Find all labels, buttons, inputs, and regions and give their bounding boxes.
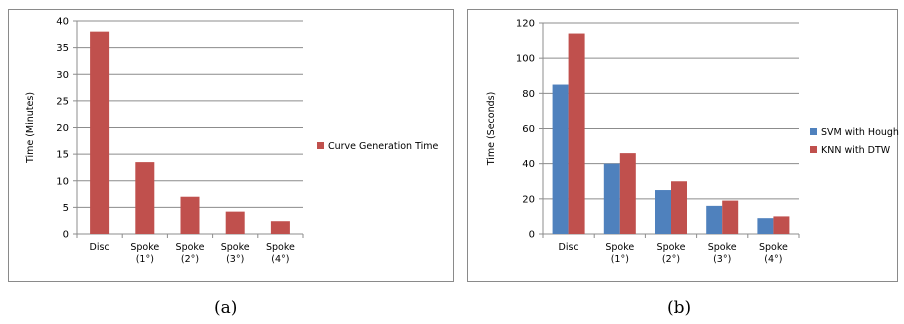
bar	[773, 216, 790, 234]
x-category-label: Disc	[559, 242, 579, 253]
y-tick-label: 0	[529, 230, 535, 241]
bar	[603, 163, 620, 234]
bar	[706, 205, 723, 234]
legend-label: KNN with DTW	[821, 145, 891, 156]
bar	[757, 218, 774, 234]
y-tick-label: 25	[56, 96, 69, 107]
bar	[552, 84, 569, 235]
y-tick-label: 60	[522, 124, 535, 135]
bar	[722, 200, 739, 234]
x-category-label: Spoke	[759, 242, 788, 253]
bar	[568, 33, 585, 234]
bar	[655, 190, 671, 234]
x-category-label: (1°)	[611, 254, 629, 265]
y-tick-label: 30	[56, 70, 69, 81]
x-category-label: (4°)	[764, 254, 782, 265]
bar	[90, 31, 110, 235]
bar	[225, 211, 245, 234]
y-axis-label: Time (Minutes)	[25, 92, 36, 164]
x-category-label: Spoke	[657, 242, 686, 253]
x-category-label: (2°)	[662, 254, 680, 265]
x-category-label: (3°)	[226, 254, 244, 265]
y-tick-label: 80	[522, 89, 535, 100]
x-category-label: Spoke	[176, 242, 205, 253]
legend-swatch	[810, 146, 817, 153]
y-axis-label: Time (Seconds)	[486, 92, 497, 167]
bar	[270, 221, 290, 234]
y-tick-label: 0	[63, 230, 69, 241]
y-tick-label: 40	[522, 159, 535, 170]
bar	[180, 196, 200, 234]
x-category-label: Spoke	[266, 242, 295, 253]
x-category-label: (1°)	[136, 254, 154, 265]
y-tick-label: 5	[63, 203, 69, 214]
y-tick-label: 35	[56, 43, 69, 54]
legend-label: SVM with Hough	[821, 127, 899, 138]
x-category-label: (2°)	[181, 254, 199, 265]
x-category-label: (4°)	[271, 254, 289, 265]
x-category-label: Spoke	[130, 242, 159, 253]
y-tick-label: 120	[516, 19, 535, 30]
chart-panel-b: 0 20 40 60 80 100 120 Disc Spoke (1°) Spoke (2°) Spo…	[467, 9, 899, 282]
bar	[135, 162, 155, 234]
legend-swatch	[810, 128, 817, 135]
x-category-label: Spoke	[221, 242, 250, 253]
chart-panel-a: 0 5 10 15 20 25 30 35 40 Disc Spoke (1°) Spoke (2°) Sp…	[8, 9, 454, 282]
y-tick-label: 20	[522, 194, 535, 205]
caption-a: (a)	[214, 298, 238, 318]
bar	[619, 153, 636, 234]
y-tick-label: 20	[56, 123, 69, 134]
caption-b: (b)	[667, 298, 692, 318]
legend-label: Curve Generation Time	[328, 141, 438, 152]
y-tick-label: 100	[516, 54, 535, 65]
y-tick-label: 15	[56, 150, 69, 161]
y-tick-label: 40	[56, 17, 69, 28]
x-category-label: Spoke	[708, 242, 737, 253]
legend-swatch	[317, 142, 324, 149]
x-category-label: Spoke	[605, 242, 634, 253]
y-tick-label: 10	[56, 176, 69, 187]
x-category-label: Disc	[90, 242, 110, 253]
x-category-label: (3°)	[713, 254, 731, 265]
bar	[671, 181, 687, 234]
